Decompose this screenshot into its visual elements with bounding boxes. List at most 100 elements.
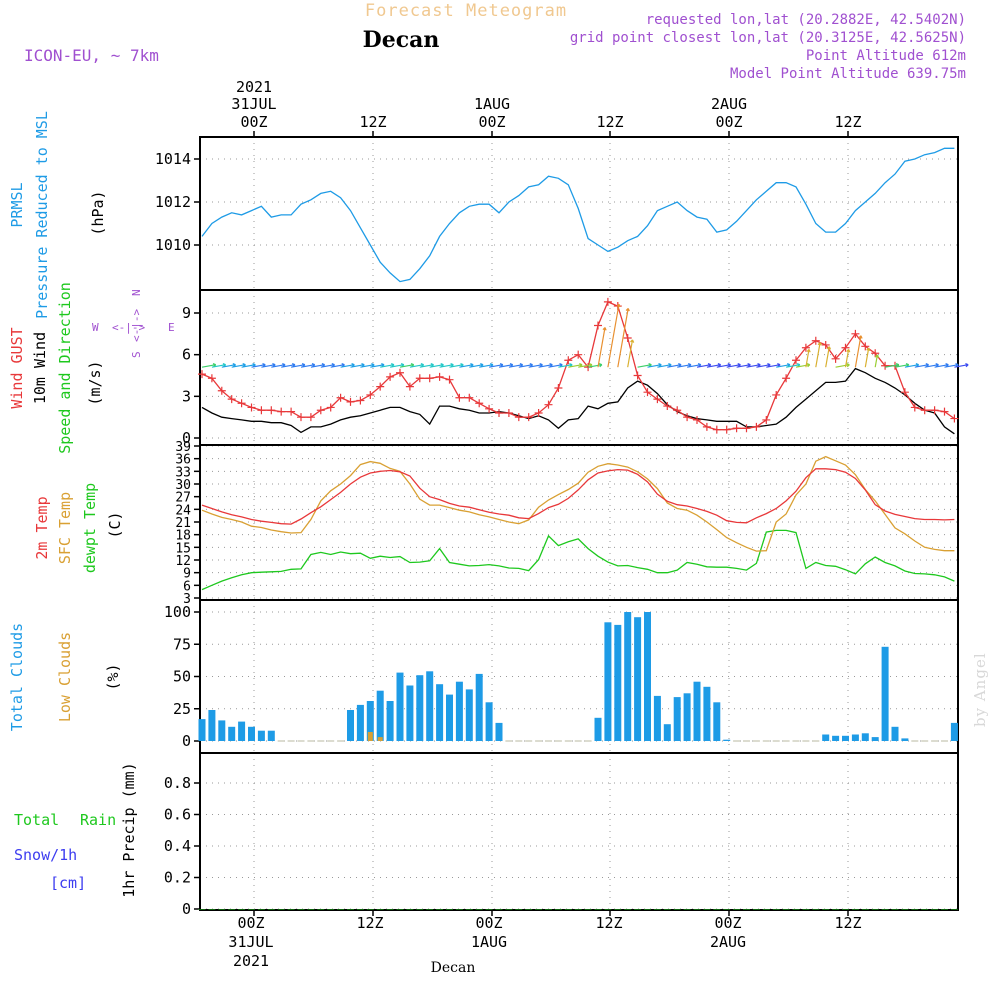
grid-point-coords: grid point closest lon,lat (20.3125E, 42… bbox=[570, 30, 966, 46]
precip-bar bbox=[574, 909, 582, 910]
gust-marker bbox=[198, 370, 206, 379]
total-clouds-bar bbox=[842, 735, 849, 741]
total-clouds-bar bbox=[723, 739, 731, 741]
bottom-date-label-2: 1AUG bbox=[471, 933, 507, 951]
gust-marker bbox=[534, 409, 543, 417]
top-tick-label-6: 12Z bbox=[834, 113, 861, 131]
precip-bar bbox=[772, 909, 780, 910]
wind-direction-arrow bbox=[627, 339, 635, 368]
precip-bar bbox=[881, 909, 889, 910]
wind-direction-arrow bbox=[795, 363, 811, 368]
bottom-tick-label-2: 12Z bbox=[356, 914, 383, 932]
wind-direction-arrow bbox=[597, 327, 607, 368]
total-clouds-bar bbox=[891, 726, 899, 741]
precip-bar bbox=[634, 909, 642, 910]
total-clouds-bar bbox=[198, 719, 206, 741]
pressure-ytick-label-1: 1012 bbox=[155, 193, 191, 211]
gust-marker bbox=[673, 406, 682, 415]
dewpt-line bbox=[201, 529, 955, 591]
total-clouds-bar bbox=[950, 722, 958, 741]
wind-direction-arrow bbox=[825, 346, 832, 368]
total-clouds-bar bbox=[248, 726, 255, 741]
location-title: Decan bbox=[363, 27, 440, 53]
total-clouds-bar bbox=[228, 726, 236, 741]
wind-line bbox=[201, 367, 955, 435]
total-clouds-bar bbox=[406, 685, 414, 741]
precip-bar bbox=[317, 909, 325, 910]
top-date-label-3: 2AUG bbox=[711, 95, 747, 113]
panels-group: 1010101210140369369121518212427303336390… bbox=[155, 131, 969, 918]
precip-bar bbox=[673, 909, 681, 910]
precip-ytick-label-4: 0.8 bbox=[164, 774, 191, 792]
gust-marker bbox=[287, 407, 296, 416]
gust-marker bbox=[920, 406, 929, 415]
total-clouds-bar bbox=[366, 701, 374, 741]
total-clouds-bar bbox=[475, 673, 483, 741]
t2m-label: 2m Temp bbox=[33, 496, 51, 559]
total-clouds-bar bbox=[396, 672, 404, 741]
gust-marker bbox=[772, 390, 781, 399]
gust-marker bbox=[207, 374, 216, 383]
temperature-ytick-label-5: 18 bbox=[175, 529, 191, 544]
temperature-ytick-label-6: 21 bbox=[175, 516, 191, 531]
compass-n: N bbox=[130, 289, 143, 296]
gust-marker bbox=[396, 368, 404, 377]
wind-direction-arrow bbox=[607, 303, 621, 368]
bottom-tick-label-1: 00Z bbox=[237, 914, 264, 932]
precip-bar bbox=[515, 909, 523, 910]
total-clouds-bar bbox=[267, 730, 275, 741]
gust-marker bbox=[950, 414, 959, 423]
wind-direction-arrow bbox=[587, 363, 603, 368]
precip-legend-cm: [cm] bbox=[50, 874, 86, 892]
bottom-tick-label-6: 12Z bbox=[834, 914, 861, 932]
gust-marker bbox=[900, 388, 909, 397]
footer-location: Decan bbox=[431, 960, 476, 976]
wind-direction-arrow bbox=[815, 342, 822, 368]
precip-bar bbox=[287, 909, 295, 910]
clouds-ytick-label-3: 75 bbox=[173, 635, 191, 653]
gust-marker bbox=[405, 382, 414, 391]
t2m-line bbox=[201, 468, 955, 525]
low-clouds-label: Low Clouds bbox=[56, 632, 74, 722]
model-altitude: Model Point Altitude 639.75m bbox=[730, 66, 966, 82]
clouds-ytick-label-2: 50 bbox=[173, 668, 191, 686]
temperature-ytick-label-3: 12 bbox=[175, 554, 191, 569]
gust-marker bbox=[485, 404, 494, 413]
precip-bar bbox=[356, 909, 364, 910]
bottom-tick-label-3: 00Z bbox=[475, 914, 502, 932]
gust-marker bbox=[465, 393, 474, 402]
precip-bar bbox=[475, 909, 483, 910]
precip-bar bbox=[832, 909, 840, 910]
gust-marker bbox=[366, 390, 375, 399]
precip-bar bbox=[713, 909, 721, 910]
precip-bar bbox=[941, 909, 948, 910]
total-clouds-bar bbox=[822, 734, 830, 741]
temperature-ytick-label-0: 3 bbox=[183, 592, 191, 607]
gust-marker bbox=[594, 321, 602, 330]
total-clouds-bar bbox=[594, 717, 602, 741]
precip-bar bbox=[436, 909, 444, 910]
gust-marker bbox=[881, 361, 890, 370]
precip-bar bbox=[644, 909, 651, 910]
precip-bar bbox=[782, 909, 790, 910]
precip-bar bbox=[238, 909, 246, 910]
total-clouds-bar bbox=[644, 612, 651, 741]
precip-bar bbox=[366, 909, 374, 910]
precip-bar bbox=[594, 909, 602, 910]
precip-bar bbox=[554, 909, 562, 910]
gust-marker bbox=[693, 415, 701, 424]
total-clouds-bar bbox=[861, 733, 869, 741]
total-clouds-bar bbox=[614, 624, 622, 741]
precip-bar bbox=[921, 909, 929, 910]
bottom-tick-label-5: 00Z bbox=[714, 914, 741, 932]
gust-marker bbox=[336, 393, 345, 402]
gust-marker bbox=[663, 402, 672, 411]
total-clouds-bar bbox=[436, 684, 444, 741]
total-clouds-bar bbox=[495, 722, 503, 741]
wind-label: 10m Wind bbox=[31, 332, 49, 404]
precip-bar bbox=[347, 909, 354, 910]
precip-ytick-label-1: 0.2 bbox=[164, 869, 191, 887]
compass-vertical-arrow: <-|-> bbox=[130, 309, 143, 342]
precip-axis-label: 1hr Precip (mm) bbox=[120, 762, 138, 897]
pressure-ytick-label-0: 1010 bbox=[155, 236, 191, 254]
